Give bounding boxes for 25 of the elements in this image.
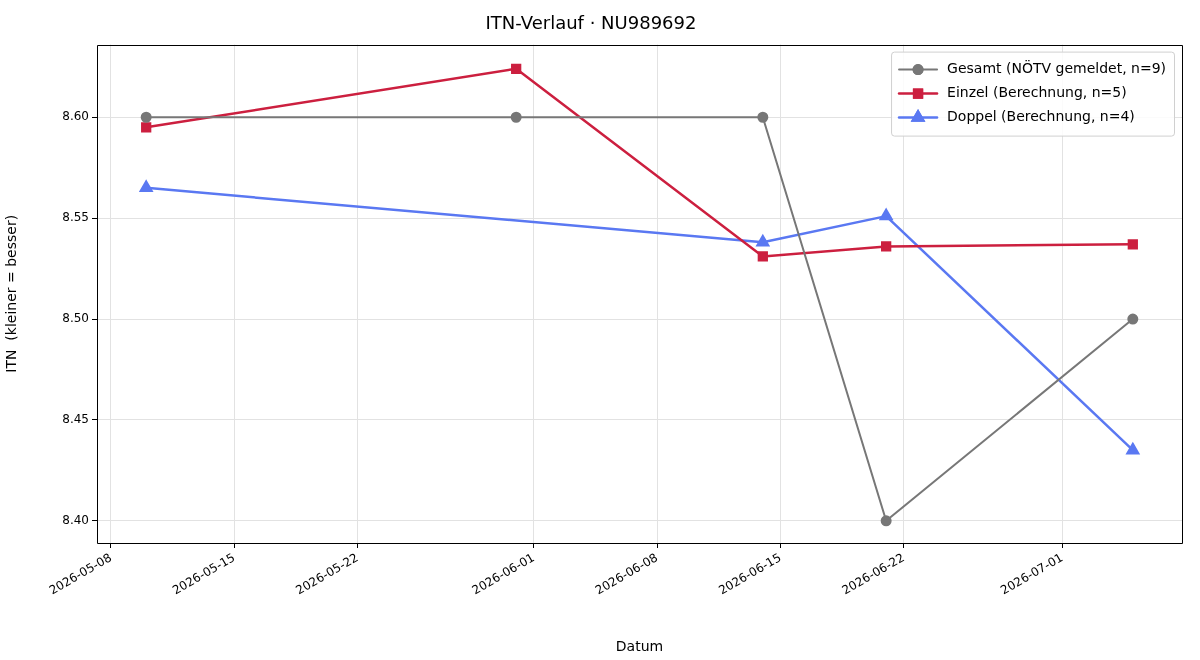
point: [141, 122, 152, 133]
y-tick-label: 8.50: [62, 311, 89, 326]
point: [757, 111, 769, 123]
point: [140, 111, 152, 123]
y-tick-label: 8.40: [62, 512, 89, 527]
point: [756, 235, 770, 247]
y-tick-label: 8.60: [62, 109, 89, 124]
point: [139, 180, 153, 193]
point: [510, 111, 522, 123]
point: [1126, 442, 1140, 455]
legend-label: Einzel (Berechnung, n=5): [947, 84, 1127, 101]
point: [880, 515, 892, 527]
point: [1127, 313, 1139, 325]
point: [879, 208, 893, 221]
point: [1127, 239, 1138, 250]
y-tick-label: 8.45: [62, 412, 89, 427]
x-axis-title: Datum: [615, 638, 664, 655]
legend-label: Gesamt (NÖTV gemeldet, n=9): [947, 59, 1166, 77]
point: [881, 241, 892, 252]
point: [757, 251, 768, 262]
y-axis-title: ITN (kleiner = besser): [3, 214, 20, 373]
legend-label: Doppel (Berechnung, n=4): [947, 108, 1135, 125]
y-tick-label: 8.55: [62, 210, 89, 225]
point: [511, 63, 522, 74]
chart-title: ITN-Verlauf · NU989692: [485, 12, 697, 34]
